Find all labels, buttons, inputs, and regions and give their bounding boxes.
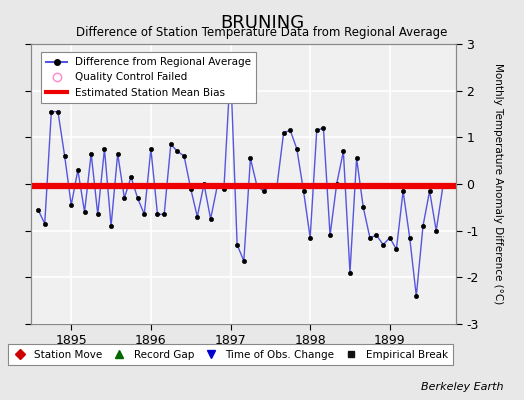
Text: Difference of Station Temperature Data from Regional Average: Difference of Station Temperature Data f… (77, 26, 447, 39)
Text: Berkeley Earth: Berkeley Earth (421, 382, 503, 392)
Legend: Station Move, Record Gap, Time of Obs. Change, Empirical Break: Station Move, Record Gap, Time of Obs. C… (8, 344, 453, 365)
Legend: Difference from Regional Average, Quality Control Failed, Estimated Station Mean: Difference from Regional Average, Qualit… (41, 52, 256, 103)
Y-axis label: Monthly Temperature Anomaly Difference (°C): Monthly Temperature Anomaly Difference (… (493, 63, 503, 305)
Text: BRUNING: BRUNING (220, 14, 304, 32)
